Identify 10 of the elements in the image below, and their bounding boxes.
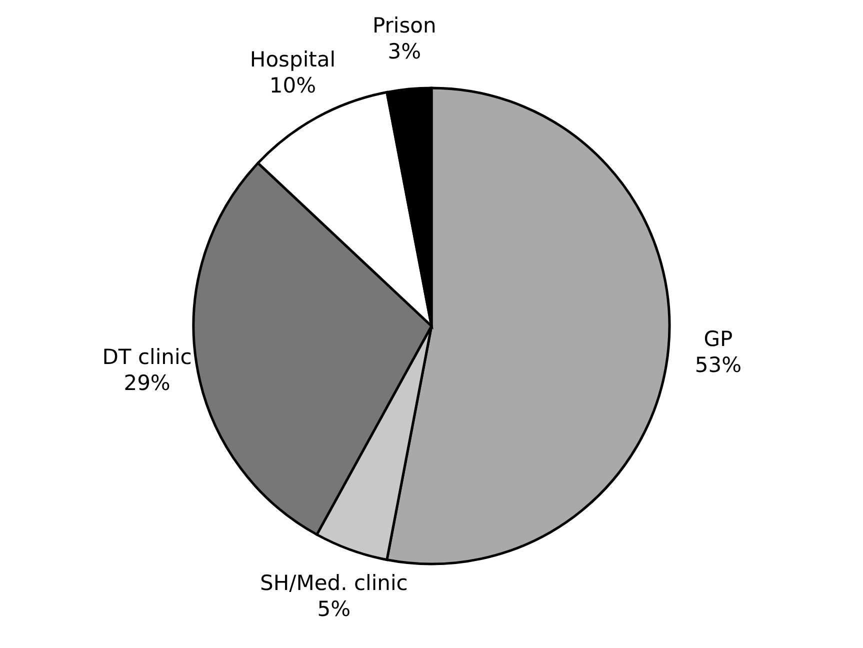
- slice-label: GP: [704, 327, 733, 352]
- data-label: 53%: [694, 353, 742, 378]
- data-label: 29%: [124, 371, 170, 396]
- slice-label: DT clinic: [102, 345, 192, 370]
- data-label: 5%: [317, 596, 351, 621]
- slice-label: SH/Med. clinic: [260, 570, 408, 595]
- slice-label: Hospital: [250, 48, 336, 72]
- slice-label: Prison: [372, 13, 436, 38]
- data-label: 10%: [269, 74, 316, 98]
- data-label: 3%: [388, 39, 422, 64]
